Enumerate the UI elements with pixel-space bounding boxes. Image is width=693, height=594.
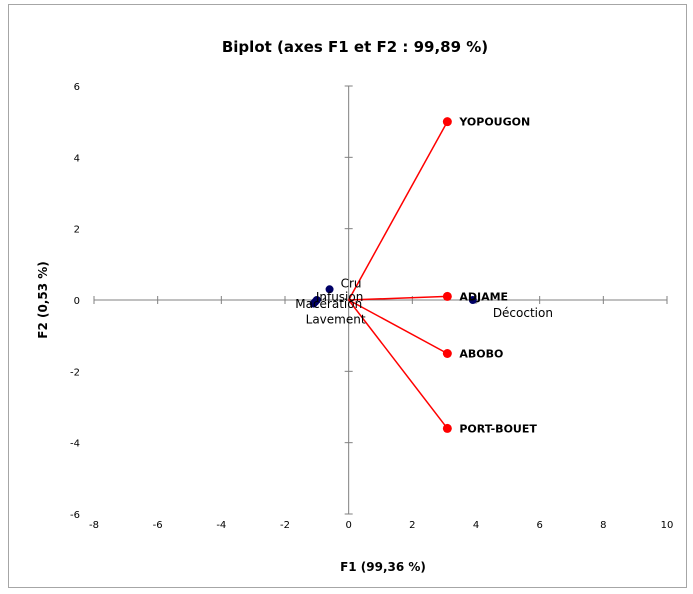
x-tick-label: -2 (280, 520, 290, 531)
x-tick-label: 0 (345, 520, 351, 531)
observation-label: ADJAME (459, 290, 508, 303)
axes (93, 85, 668, 515)
x-tick-label: 8 (600, 520, 606, 531)
y-tick-label: -4 (70, 439, 80, 450)
variable-label: Infusion (316, 290, 364, 304)
variable-point (309, 299, 318, 308)
x-tick-label: 4 (473, 520, 479, 531)
observation-point (442, 291, 452, 301)
chart-frame (8, 4, 687, 588)
points (309, 117, 477, 433)
y-tick-labels: -6 -4 -2 0 2 4 6 (70, 82, 80, 521)
chart-title: Biplot (axes F1 et F2 : 99,89 %) (222, 38, 488, 56)
x-tick-label: -6 (153, 520, 163, 531)
x-tick-label: 10 (661, 520, 674, 531)
vector-line (348, 295, 448, 301)
x-tick-label: 6 (536, 520, 542, 531)
observation-label: PORT-BOUET (459, 422, 537, 435)
observation-point (442, 117, 452, 127)
y-tick-label: 4 (74, 153, 80, 164)
observation-label: ABOBO (459, 348, 503, 361)
observation-label: YOPOUGON (458, 116, 530, 129)
y-tick-label: -2 (70, 367, 80, 378)
variable-label: Macération (295, 297, 362, 311)
y-tick-label: 2 (74, 225, 80, 236)
observation-point (442, 423, 452, 433)
y-tick-label: 0 (74, 296, 80, 307)
x-tick-label: -8 (89, 520, 99, 531)
vector-line (348, 299, 448, 355)
observation-point (442, 349, 452, 358)
x-tick-label: -4 (216, 520, 226, 531)
variable-label: Lavement (306, 313, 366, 327)
y-axis-title: F2 (0,53 %) (36, 261, 50, 339)
vectors (348, 121, 449, 429)
x-axis-title: F1 (99,36 %) (340, 560, 426, 574)
variable-label: Cru (341, 276, 362, 290)
vector-line (348, 121, 449, 301)
variable-label: Décoction (493, 306, 553, 320)
variable-point (468, 296, 477, 304)
y-tick-label: -6 (70, 510, 80, 521)
variable-point (325, 285, 334, 294)
y-tick-label: 6 (74, 82, 80, 93)
vector-line (348, 299, 448, 429)
point-labels: YOPOUGON ADJAME ABOBO PORT-BOUET CruInfusion… (295, 116, 553, 436)
x-tick-labels: -8 -6 -4 -2 0 2 4 6 8 10 (89, 520, 673, 531)
x-tick-label: 2 (409, 520, 415, 531)
